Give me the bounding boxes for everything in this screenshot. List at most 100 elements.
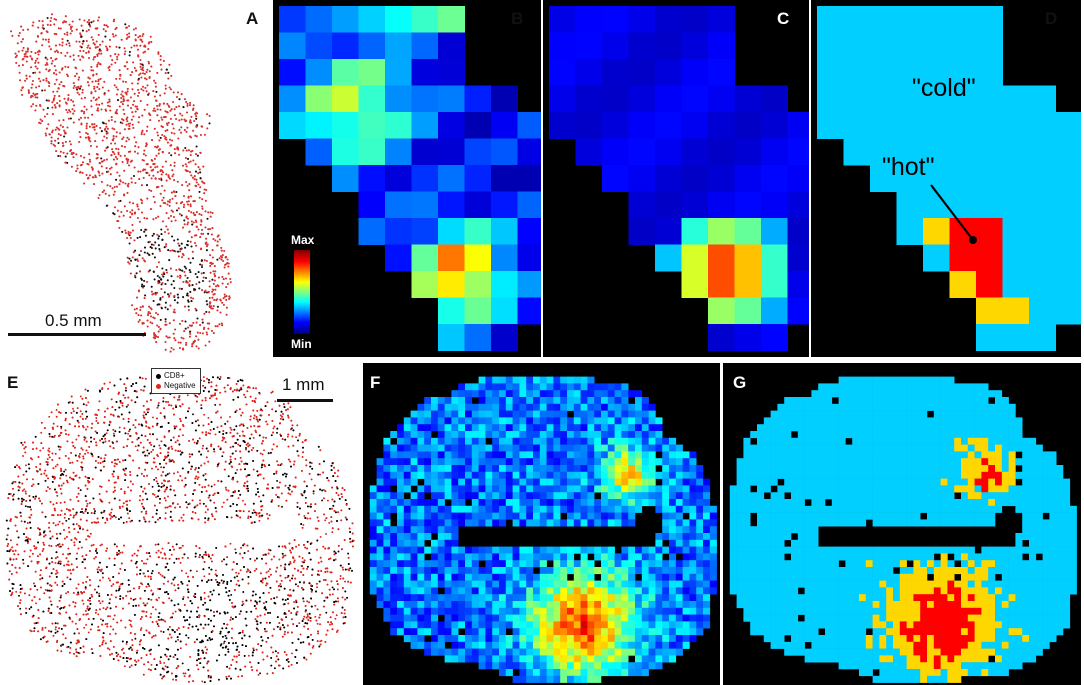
cell-dot [186, 240, 189, 243]
cell-dot [211, 211, 214, 215]
cell-dot [301, 560, 304, 563]
class-cell [976, 218, 1003, 245]
cell-dot [106, 25, 109, 28]
cell-dot [126, 236, 129, 240]
cell-dot [165, 268, 168, 272]
cell-dot [170, 144, 173, 147]
cell-dot [150, 65, 153, 68]
cell-dot [67, 569, 70, 572]
cell-dot [126, 160, 129, 163]
cell-dot [125, 93, 128, 96]
cell-dot [30, 86, 33, 89]
cell-dot [101, 191, 104, 194]
cell-dot [155, 341, 158, 344]
cell-dot [164, 318, 167, 321]
cell-dot [95, 417, 98, 419]
cell-dot [81, 69, 84, 72]
cell-dot [87, 136, 90, 139]
cell-dot [95, 132, 98, 135]
cell-dot [135, 312, 138, 315]
heatmap-cell [464, 297, 492, 325]
cell-dot [161, 151, 164, 154]
cell-dot [18, 31, 21, 35]
heatmap-cell [734, 271, 762, 298]
cell-dot [204, 242, 207, 245]
heatmap-cell [411, 218, 439, 245]
cell-dot [129, 211, 132, 214]
cell-dot [178, 398, 181, 401]
heatmap-cell [734, 85, 762, 113]
cell-dot [212, 304, 215, 308]
cell-dot [179, 112, 182, 115]
cell-dot [197, 183, 200, 186]
cell-dot [133, 44, 136, 47]
cell-dot [51, 101, 54, 104]
cell-dot [190, 468, 192, 471]
cell-dot [222, 278, 225, 281]
cell-dot [185, 341, 188, 344]
cell-dot [58, 99, 61, 102]
heatmap-cell [734, 297, 762, 325]
cell-dot [34, 71, 37, 74]
cell-dot [194, 288, 197, 291]
cell-dot [119, 73, 122, 76]
cell-dot [127, 122, 130, 125]
cell-dot [138, 178, 141, 181]
cell-dot [134, 39, 137, 42]
cell-dot [200, 232, 203, 235]
cell-dot [198, 287, 201, 290]
cell-dot [164, 348, 167, 351]
class-cell [976, 324, 1003, 351]
cell-dot [128, 127, 131, 130]
cell-dot [86, 21, 89, 24]
heatmap-cell [358, 112, 386, 139]
cell-dot [149, 166, 152, 169]
cell-dot [168, 63, 171, 66]
cell-dot [119, 154, 122, 157]
cell-dot [126, 67, 129, 70]
cell-dot [28, 607, 31, 610]
heatmap-cell [761, 218, 788, 245]
cell-dot [153, 127, 156, 130]
cell-dot [176, 238, 179, 241]
cell-dot [130, 118, 133, 121]
cell-dot [103, 159, 106, 162]
cell-dot [163, 116, 166, 119]
cell-dot [184, 267, 188, 270]
cell-dot [156, 131, 159, 134]
cell-dot [68, 44, 71, 47]
cell-dot [82, 112, 86, 115]
cell-dot [132, 28, 135, 31]
cell-dot [175, 268, 178, 272]
cell-dot [170, 283, 173, 286]
cell-dot [137, 314, 140, 317]
cell-dot [207, 211, 210, 214]
heatmap-cell [628, 112, 656, 139]
cell-dot [326, 499, 329, 502]
cell-dot [187, 308, 190, 312]
cell-dot [122, 181, 125, 184]
cell-dot [58, 104, 61, 107]
cell-dot [142, 285, 146, 288]
cell-dot [60, 81, 63, 84]
cell-dot [104, 149, 107, 152]
cell-dot [85, 122, 88, 125]
heatmap-cell [279, 6, 306, 33]
cell-dot [176, 250, 180, 253]
cell-dot [101, 160, 104, 163]
cell-dot [127, 233, 130, 236]
cell-dot [135, 296, 139, 299]
cell-dot [30, 57, 33, 60]
heatmap-cell [464, 244, 492, 272]
heatmap-cell [575, 85, 603, 113]
cell-dot [153, 95, 156, 98]
class-cell [1002, 244, 1030, 272]
cell-dot [187, 149, 190, 152]
cell-dot [195, 321, 198, 324]
cell-dot [48, 544, 51, 547]
cell-dot [147, 92, 150, 95]
hot-pointer-dot [969, 236, 977, 244]
cell-dot [140, 88, 143, 91]
cell-dot [26, 28, 29, 31]
heatmap-cell [628, 138, 656, 166]
